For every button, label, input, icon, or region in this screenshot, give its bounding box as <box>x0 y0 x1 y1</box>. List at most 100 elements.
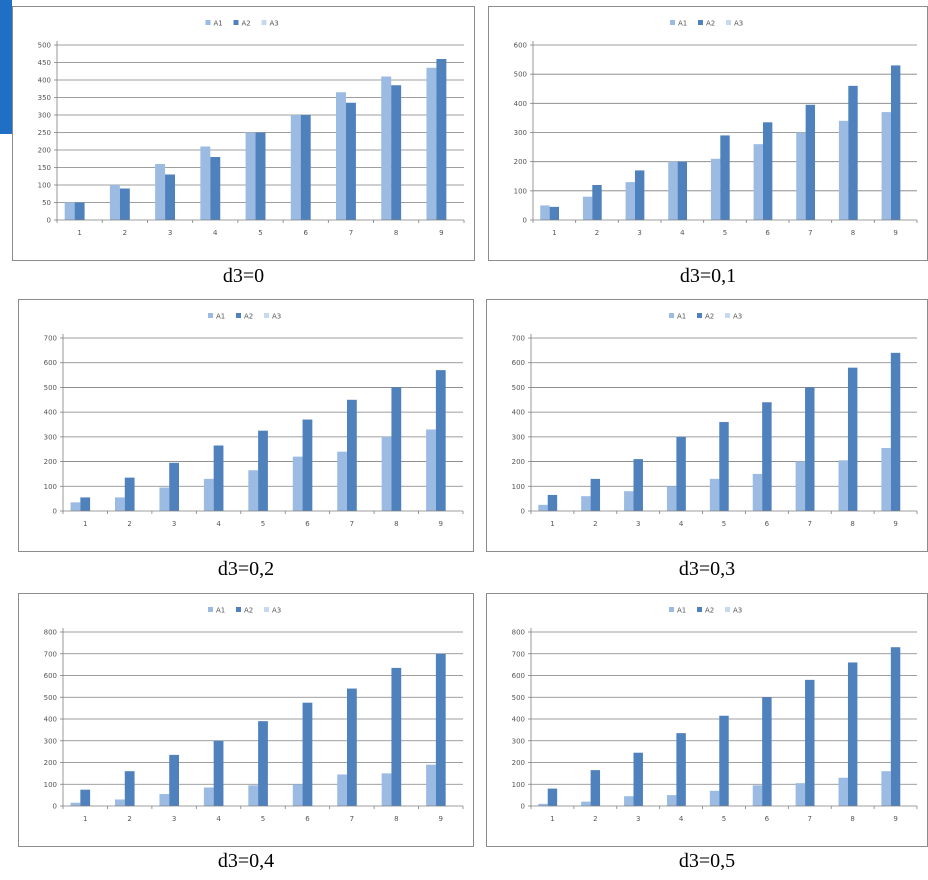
bar-a2 <box>119 188 130 220</box>
legend-label: A2 <box>242 20 251 28</box>
bar-a2 <box>165 174 176 220</box>
y-tick-label: 0 <box>53 508 57 516</box>
x-tick-label: 5 <box>722 815 726 823</box>
y-tick-label: 600 <box>514 42 527 50</box>
y-tick-label: 0 <box>53 803 57 811</box>
x-tick-label: 2 <box>123 229 127 237</box>
bars <box>538 647 901 806</box>
bar-a2 <box>300 115 311 220</box>
x-tick-label: 7 <box>350 815 354 823</box>
x-tick-label: 3 <box>172 520 176 528</box>
y-tick-label: 700 <box>44 335 57 343</box>
x-tick-label: 2 <box>593 815 597 823</box>
chart-panel-d3-0: A1 A2 A3 0 50 100 150 200 250 300 350 400 450 500 1 2 3 4… <box>12 6 475 292</box>
legend-item: A2 <box>697 607 714 615</box>
x-tick-label: 1 <box>83 815 87 823</box>
x-axis: 1 2 3 4 5 6 7 8 9 <box>530 510 918 528</box>
bar-a2 <box>634 170 645 220</box>
x-axis: 1 2 3 4 5 6 7 8 9 <box>62 510 464 528</box>
bar-a1 <box>668 161 678 220</box>
bar-a1 <box>155 164 166 220</box>
y-tick-label: 100 <box>38 182 51 190</box>
chart-panel-d3-0-5: A1 A2 A3 0 100 200 300 400 500 600 700 800 1 2 3 4 5 6 7 8 9… <box>486 593 928 880</box>
bar-a2 <box>805 387 815 511</box>
x-tick-label: 9 <box>893 520 897 528</box>
bar-a1 <box>381 436 392 511</box>
bar-a1 <box>838 777 848 806</box>
bar-a1 <box>540 205 550 220</box>
bar-a1 <box>795 783 806 806</box>
legend: A1 A2 A3 <box>669 607 742 615</box>
x-tick-label: 3 <box>637 229 641 237</box>
y-tick-label: 0 <box>521 803 525 811</box>
legend-label: A3 <box>270 20 279 28</box>
bar-a2 <box>258 721 268 806</box>
x-tick-label: 2 <box>127 520 131 528</box>
bar-a2 <box>805 679 815 806</box>
x-tick-label: 7 <box>349 229 353 237</box>
legend-label: A1 <box>214 20 223 28</box>
bar-a2 <box>345 102 356 220</box>
bar-chart-d3-0-3: A1 A2 A3 0 100 200 300 400 500 600 700 1 2 3 4 5 6 7 8 9 <box>512 313 918 528</box>
bar-a2 <box>435 653 446 806</box>
bar-a1 <box>248 470 259 511</box>
legend-swatch <box>261 20 267 25</box>
bar-a2 <box>80 789 91 806</box>
bar-a2 <box>391 387 402 511</box>
bar-a2 <box>848 85 858 220</box>
chart-frame: A1 A2 A3 0 100 200 300 400 500 600 700 1 2 3 4 5 6 7 8 9 <box>18 299 474 552</box>
x-tick-label: 6 <box>305 815 310 823</box>
x-tick-label: 5 <box>722 520 726 528</box>
bar-a2 <box>677 161 688 220</box>
x-axis: 1 2 3 4 5 6 7 8 9 <box>56 219 465 237</box>
legend-item: A1 <box>205 20 223 28</box>
x-tick-label: 4 <box>213 229 218 237</box>
bar-chart-d3-0-1: A1 A2 A3 0 100 200 300 400 500 600 1 2 3 4 5 6 7 8 9 <box>514 20 918 237</box>
y-tick-label: 600 <box>512 672 525 680</box>
x-tick-label: 8 <box>394 520 398 528</box>
y-tick-label: 600 <box>44 672 57 680</box>
legend-swatch <box>669 607 674 612</box>
y-tick-label: 400 <box>38 77 51 85</box>
y-tick-label: 100 <box>512 781 525 789</box>
y-tick-label: 800 <box>512 629 525 637</box>
bar-a1 <box>752 785 763 806</box>
legend: A1 A2 A3 <box>208 313 281 321</box>
bar-a2 <box>590 770 601 806</box>
y-tick-label: 500 <box>512 694 525 702</box>
chart-panel-d3-0-1: A1 A2 A3 0 100 200 300 400 500 600 1 2 3 4 5 6 7 8 9 d3=0,… <box>488 6 928 292</box>
y-tick-label: 400 <box>44 409 57 417</box>
bar-chart-d3-0: A1 A2 A3 0 50 100 150 200 250 300 350 400 450 500 1 2 3 4… <box>38 20 465 237</box>
legend-swatch <box>669 313 674 318</box>
bar-a2 <box>762 122 773 220</box>
x-tick-label: 8 <box>850 815 854 823</box>
x-tick-label: 6 <box>305 520 310 528</box>
y-tick-label: 600 <box>512 359 525 367</box>
y-tick-label: 150 <box>38 164 51 172</box>
x-tick-label: 9 <box>893 229 897 237</box>
legend-item: A2 <box>697 313 714 321</box>
x-tick-label: 3 <box>636 520 640 528</box>
y-tick-label: 0 <box>47 217 51 225</box>
y-tick-label: 300 <box>38 112 51 120</box>
legend-item: A2 <box>236 607 253 615</box>
legend-item: A3 <box>261 20 279 28</box>
x-tick-label: 6 <box>765 520 770 528</box>
bar-a2 <box>255 132 266 220</box>
bar-a1 <box>426 429 436 511</box>
legend-label: A2 <box>705 607 714 615</box>
legend-swatch <box>670 20 675 25</box>
legend-swatch <box>205 20 211 25</box>
legend-label: A1 <box>677 313 686 321</box>
y-tick-label: 300 <box>44 737 57 745</box>
x-tick-label: 5 <box>723 229 727 237</box>
bar-a2 <box>549 206 560 220</box>
y-tick-label: 300 <box>514 129 527 137</box>
bar-a2 <box>302 419 313 511</box>
bar-a2 <box>436 59 447 220</box>
bar-a1 <box>70 802 81 806</box>
x-tick-label: 2 <box>127 815 131 823</box>
x-tick-label: 4 <box>679 815 684 823</box>
y-tick-label: 200 <box>44 458 57 466</box>
y-tick-label: 500 <box>514 71 527 79</box>
